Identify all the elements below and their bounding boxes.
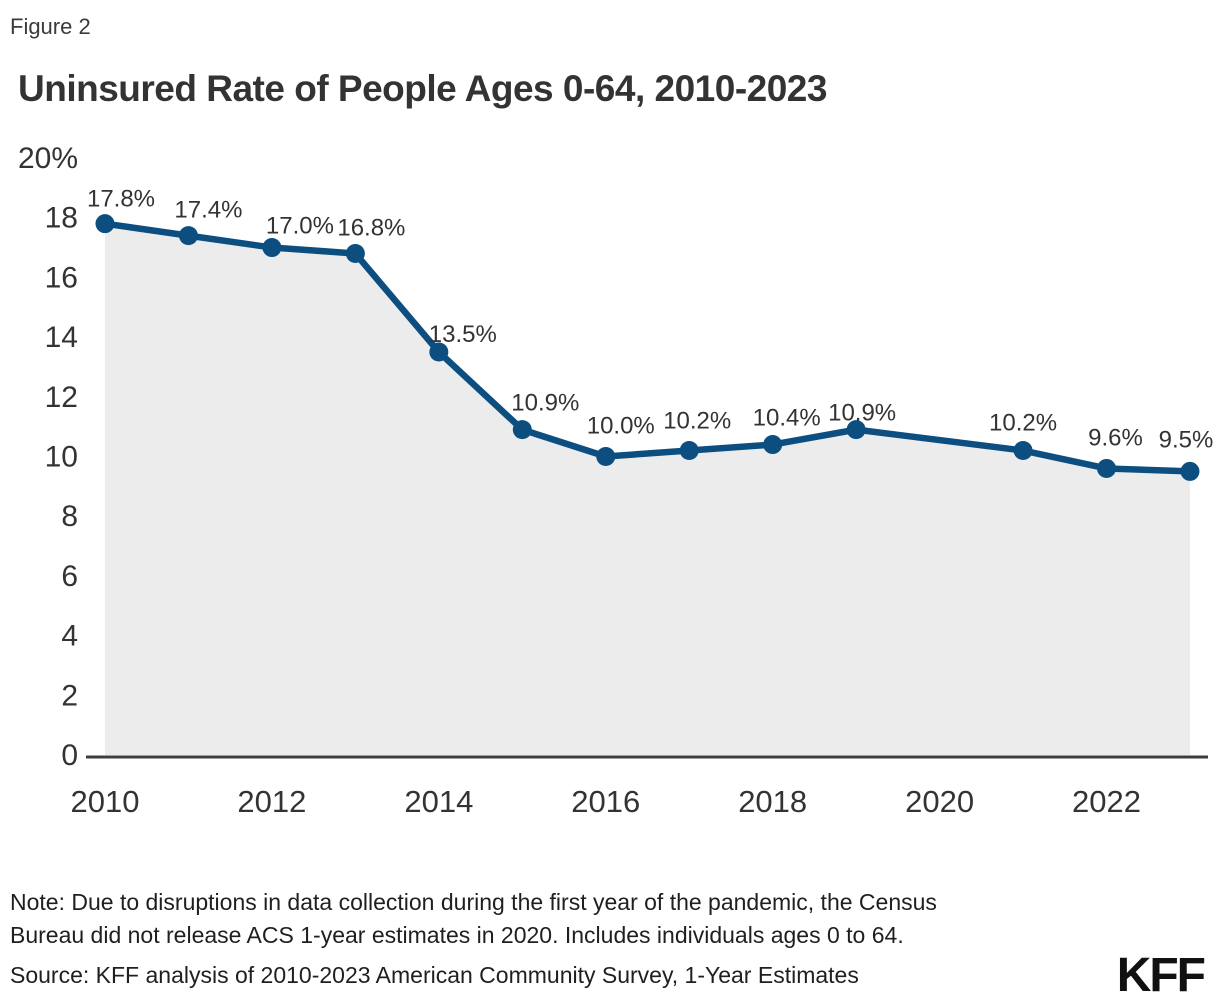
x-tick-label-2012: 2012 [237,784,306,819]
source-text: Source: KFF analysis of 2010-2023 Americ… [10,962,859,988]
data-label-2022: 9.6% [1088,424,1143,451]
data-point-2012 [262,238,282,258]
y-tick-label-6: 6 [61,560,78,593]
y-tick-label-18: 18 [45,202,78,235]
data-label-2017: 10.2% [663,408,731,435]
x-tick-label-2020: 2020 [905,784,974,819]
data-label-2014: 13.5% [429,321,497,348]
figure-number-label: Figure 2 [10,14,91,39]
x-tick-label-2014: 2014 [404,784,473,819]
kff-logo: KFF [1116,949,1206,1002]
note-line-1: Note: Due to disruptions in data collect… [10,889,937,915]
note-text: Note: Due to disruptions in data collect… [10,886,937,952]
y-tick-label-10: 10 [45,441,78,474]
y-tick-label-8: 8 [61,500,78,533]
data-label-2023: 9.5% [1159,426,1214,453]
data-point-2010 [95,214,115,234]
x-tick-label-2016: 2016 [571,784,640,819]
data-point-2014 [429,342,449,362]
y-tick-label-4: 4 [61,620,78,653]
data-point-2015 [512,420,532,440]
data-point-2013 [345,244,365,264]
y-tick-label-14: 14 [45,321,78,354]
y-tick-label-20: 20% [18,142,78,175]
data-label-2013: 16.8% [337,215,405,242]
x-tick-label-2010: 2010 [71,784,140,819]
data-point-2022 [1097,458,1117,478]
data-label-2015: 10.9% [511,390,579,417]
chart-title: Uninsured Rate of People Ages 0-64, 2010… [18,68,827,109]
note-line-2: Bureau did not release ACS 1-year estima… [10,922,904,948]
data-point-2011 [178,226,198,246]
x-tick-label-2022: 2022 [1072,784,1141,819]
y-tick-label-16: 16 [45,261,78,294]
data-point-2017 [679,441,699,461]
y-tick-label-0: 0 [61,739,78,772]
data-point-2016 [596,447,616,466]
y-tick-label-12: 12 [45,381,78,414]
data-point-2021 [1013,441,1033,461]
data-label-2010: 17.8% [87,186,155,213]
data-label-2019: 10.9% [828,400,896,427]
data-label-2021: 10.2% [989,410,1057,437]
data-label-2012: 17.0% [266,213,334,240]
y-tick-label-2: 2 [61,679,78,712]
data-point-2019 [846,420,866,440]
uninsured-rate-line-chart: 17.8% 17.4% 17.0% 16.8% 13.5% 10.9% 10.0% 10.2%… [18,142,1214,819]
data-point-2018 [763,435,783,455]
data-label-2011: 17.4% [174,197,242,224]
data-point-2023 [1180,461,1200,481]
area-fill [105,223,1190,756]
x-tick-label-2018: 2018 [738,784,807,819]
data-label-2018: 10.4% [753,405,821,432]
data-label-2016: 10.0% [587,413,655,440]
